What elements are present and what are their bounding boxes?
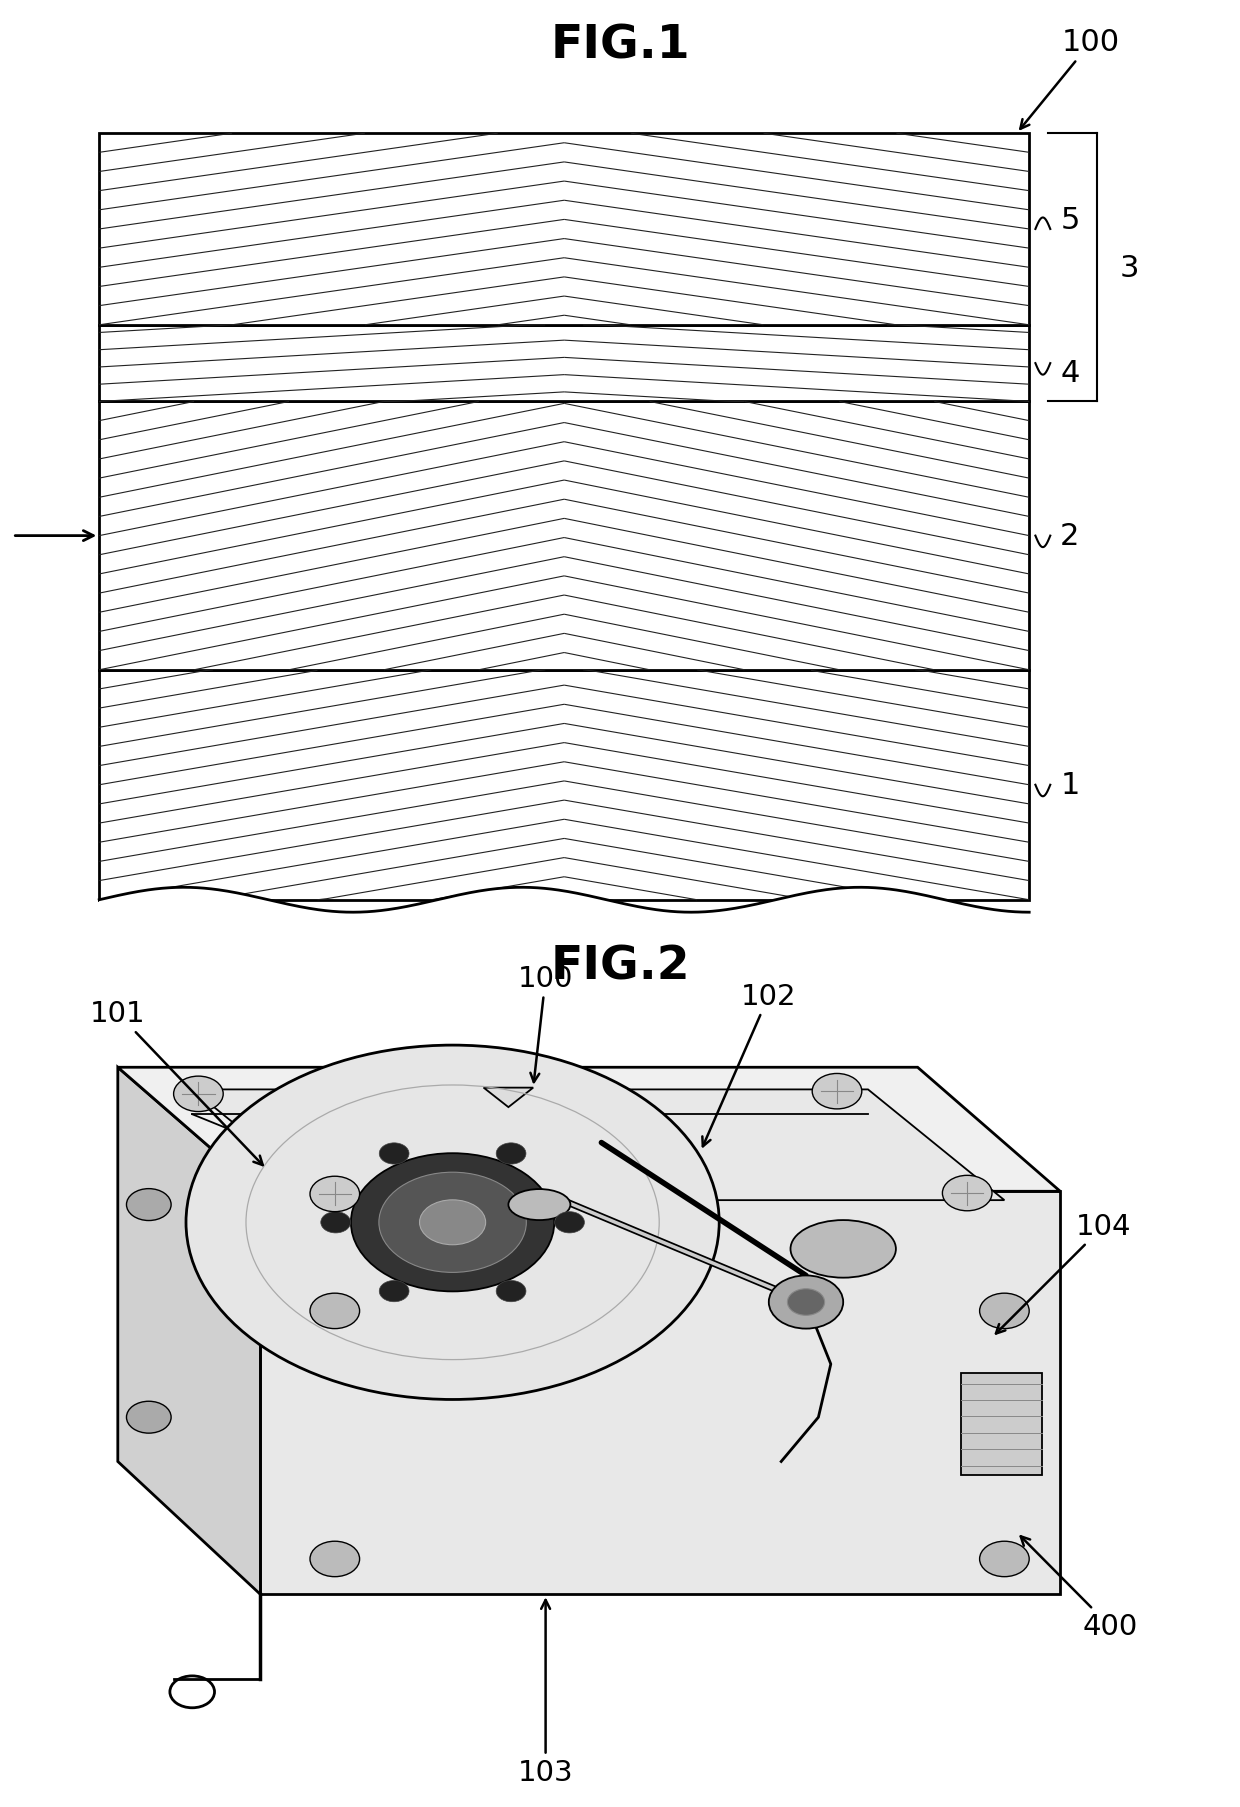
Ellipse shape: [379, 1173, 526, 1272]
Text: 2: 2: [1060, 522, 1080, 551]
Circle shape: [126, 1402, 171, 1433]
Circle shape: [787, 1288, 825, 1315]
Circle shape: [174, 1077, 223, 1111]
Bar: [961, 1373, 1042, 1475]
Circle shape: [379, 1144, 409, 1164]
Circle shape: [769, 1276, 843, 1328]
Circle shape: [310, 1541, 360, 1578]
Circle shape: [942, 1176, 992, 1211]
Circle shape: [496, 1281, 526, 1303]
Text: FIG.2: FIG.2: [551, 943, 689, 988]
Polygon shape: [192, 1090, 1004, 1200]
Text: 4: 4: [1060, 360, 1080, 389]
Text: 100: 100: [518, 965, 573, 1082]
Ellipse shape: [419, 1200, 486, 1245]
Circle shape: [554, 1212, 584, 1232]
Ellipse shape: [186, 1046, 719, 1400]
Circle shape: [310, 1176, 360, 1212]
Circle shape: [496, 1144, 526, 1164]
Ellipse shape: [351, 1153, 554, 1292]
Bar: [99, 325, 1029, 403]
Text: 5: 5: [1060, 206, 1080, 235]
Text: 101: 101: [91, 999, 263, 1166]
Circle shape: [980, 1294, 1029, 1328]
Polygon shape: [118, 1068, 260, 1594]
Ellipse shape: [791, 1220, 895, 1278]
Circle shape: [980, 1541, 1029, 1578]
Polygon shape: [484, 1088, 533, 1108]
Circle shape: [126, 1189, 171, 1222]
Circle shape: [812, 1073, 862, 1109]
Text: 400: 400: [1021, 1536, 1137, 1641]
Text: 102: 102: [702, 983, 796, 1147]
Text: 1: 1: [1060, 772, 1080, 801]
Text: FIG.1: FIG.1: [551, 23, 689, 69]
Bar: [99, 670, 1029, 900]
Text: 3: 3: [1120, 253, 1140, 282]
Ellipse shape: [508, 1189, 570, 1220]
Polygon shape: [118, 1068, 1060, 1191]
Circle shape: [310, 1294, 360, 1328]
Text: 100: 100: [1021, 29, 1120, 130]
Bar: [99, 134, 1029, 325]
Circle shape: [321, 1212, 351, 1232]
Text: 104: 104: [996, 1212, 1131, 1334]
Bar: [99, 403, 1029, 670]
Polygon shape: [260, 1191, 1060, 1594]
Circle shape: [379, 1281, 409, 1303]
Text: 103: 103: [518, 1599, 573, 1787]
